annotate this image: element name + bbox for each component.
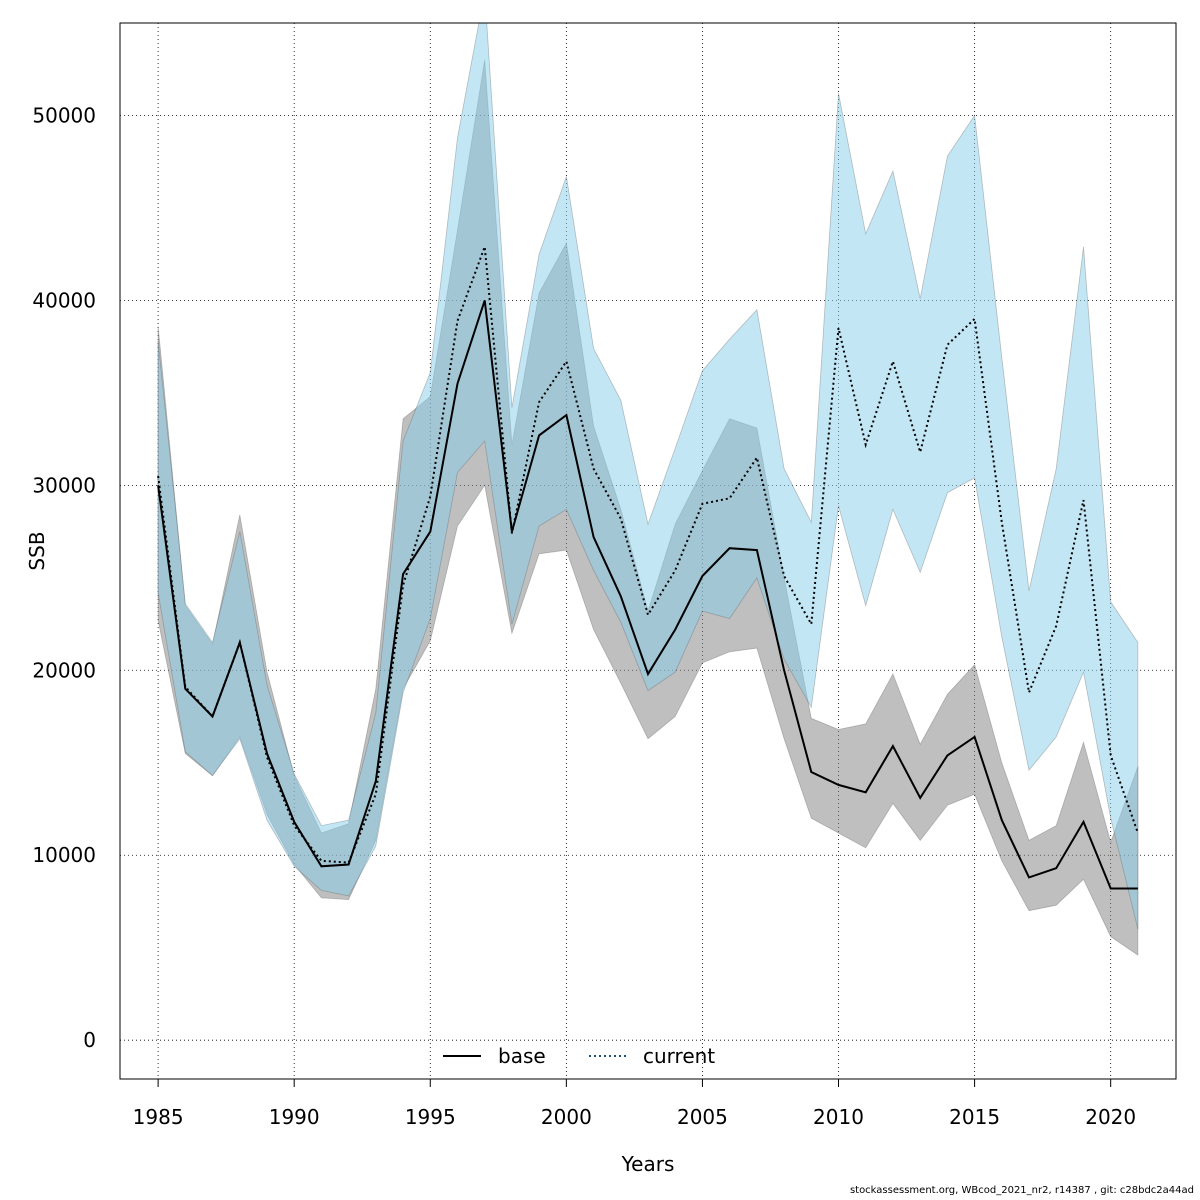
y-tick-label: 50000	[32, 103, 96, 127]
x-tick-label: 2020	[1085, 1105, 1136, 1129]
y-tick-label: 20000	[32, 658, 96, 682]
footer-note: stockassessment.org, WBcod_2021_nr2, r14…	[849, 1185, 1194, 1196]
band-current	[157, 23, 1139, 930]
y-axis-title: SSB	[25, 531, 49, 570]
y-axis: 0 10000 20000 30000 40000 50000	[32, 103, 96, 1052]
x-axis-title: Years	[621, 1152, 675, 1176]
legend-label-base: base	[498, 1044, 546, 1068]
y-tick-label: 30000	[32, 473, 96, 497]
x-tick-label: 2015	[949, 1105, 1000, 1129]
series-lines	[157, 246, 1139, 890]
x-tick-label: 2010	[813, 1105, 864, 1129]
y-tick-label: 0	[83, 1028, 96, 1052]
legend-label-current: current	[643, 1044, 715, 1068]
x-tick-label: 1995	[405, 1105, 456, 1129]
x-tick-label: 1985	[133, 1105, 184, 1129]
x-axis: 1985 1990 1995 2000 2005 2010 2015 2020	[133, 1078, 1136, 1129]
x-tick-label: 1990	[269, 1105, 320, 1129]
legend: base current	[443, 1044, 715, 1068]
y-tick-label: 10000	[32, 843, 96, 867]
y-tick-label: 40000	[32, 288, 96, 312]
line-base	[157, 300, 1138, 890]
x-tick-label: 2005	[677, 1105, 728, 1129]
confidence-bands	[157, 23, 1139, 956]
x-tick-label: 2000	[541, 1105, 592, 1129]
